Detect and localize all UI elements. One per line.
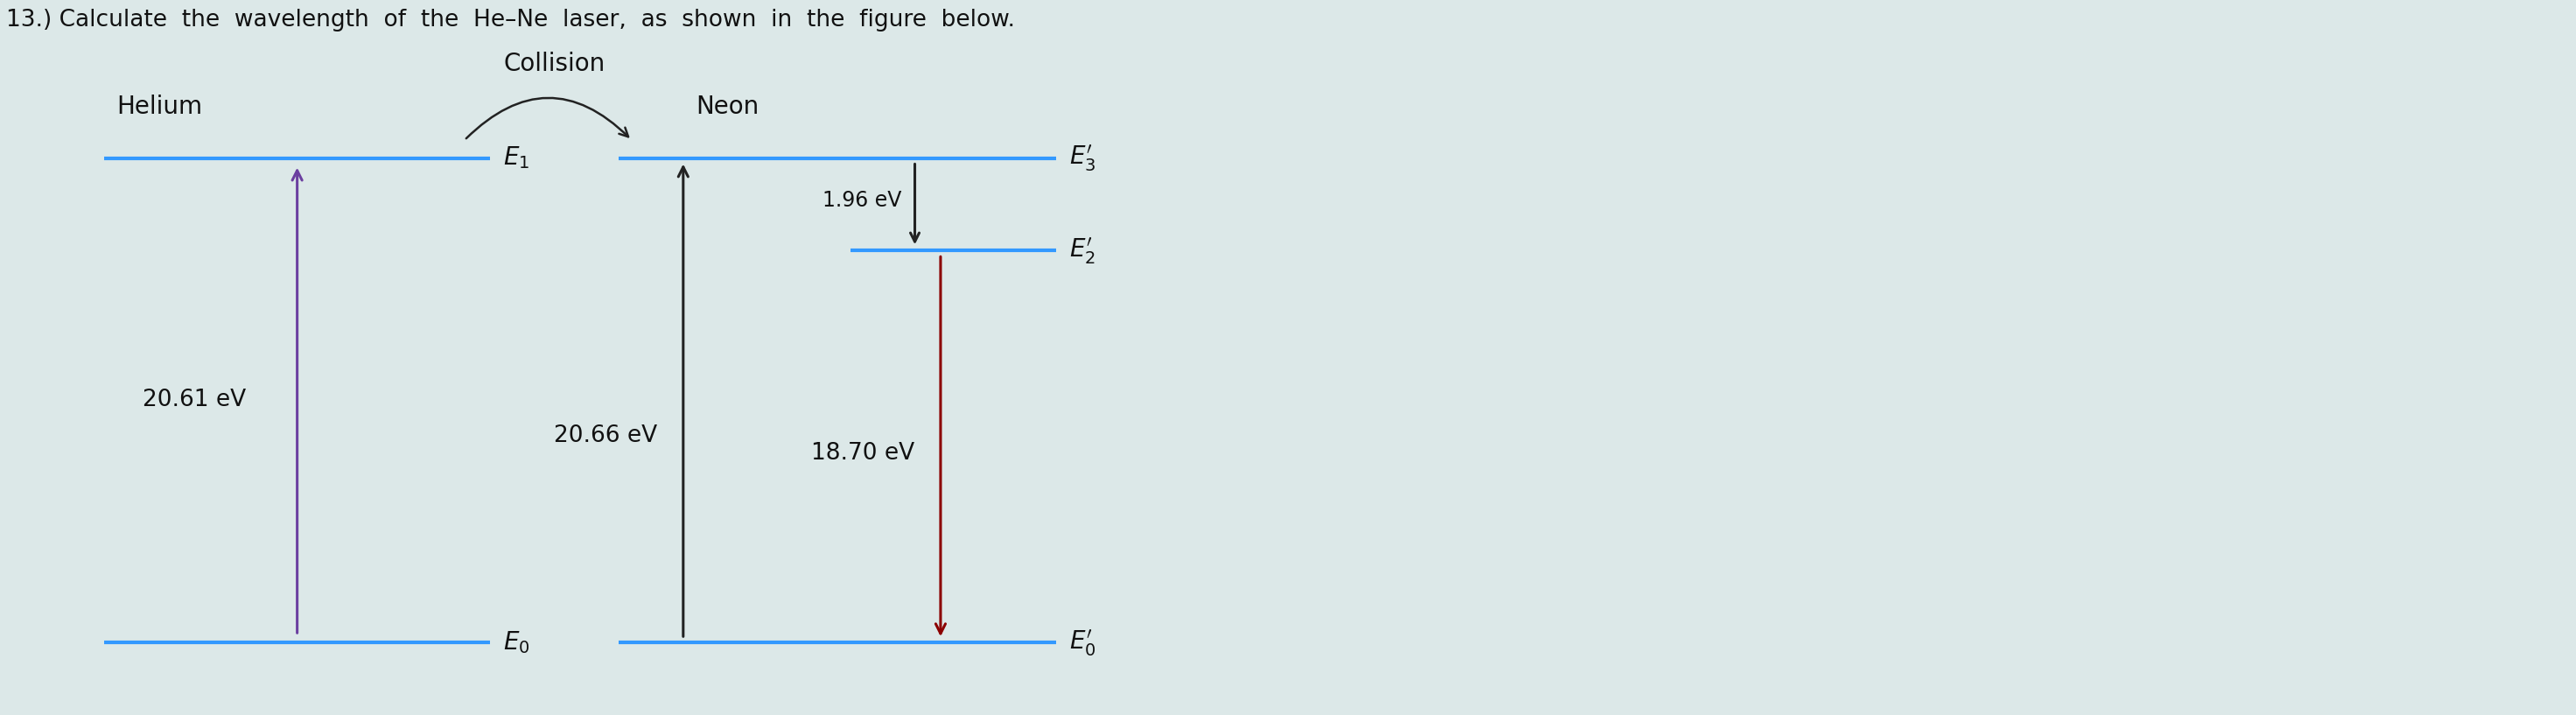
Text: $E_2'$: $E_2'$	[1069, 235, 1095, 266]
Text: Neon: Neon	[696, 94, 760, 119]
Text: Helium: Helium	[116, 94, 204, 119]
Text: $E_3'$: $E_3'$	[1069, 143, 1095, 173]
Text: 20.66 eV: 20.66 eV	[554, 425, 657, 448]
Text: $E_0'$: $E_0'$	[1069, 627, 1095, 658]
Text: Collision: Collision	[505, 51, 605, 76]
Text: $E_1$: $E_1$	[502, 145, 531, 171]
Text: 13.) Calculate  the  wavelength  of  the  He–Ne  laser,  as  shown  in  the  fig: 13.) Calculate the wavelength of the He–…	[5, 9, 1015, 31]
Text: 18.70 eV: 18.70 eV	[811, 443, 914, 465]
Text: 1.96 eV: 1.96 eV	[822, 190, 902, 211]
Text: 20.61 eV: 20.61 eV	[142, 389, 245, 412]
Text: $E_0$: $E_0$	[502, 629, 531, 656]
